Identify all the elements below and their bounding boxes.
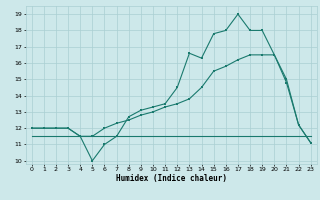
- X-axis label: Humidex (Indice chaleur): Humidex (Indice chaleur): [116, 174, 227, 183]
